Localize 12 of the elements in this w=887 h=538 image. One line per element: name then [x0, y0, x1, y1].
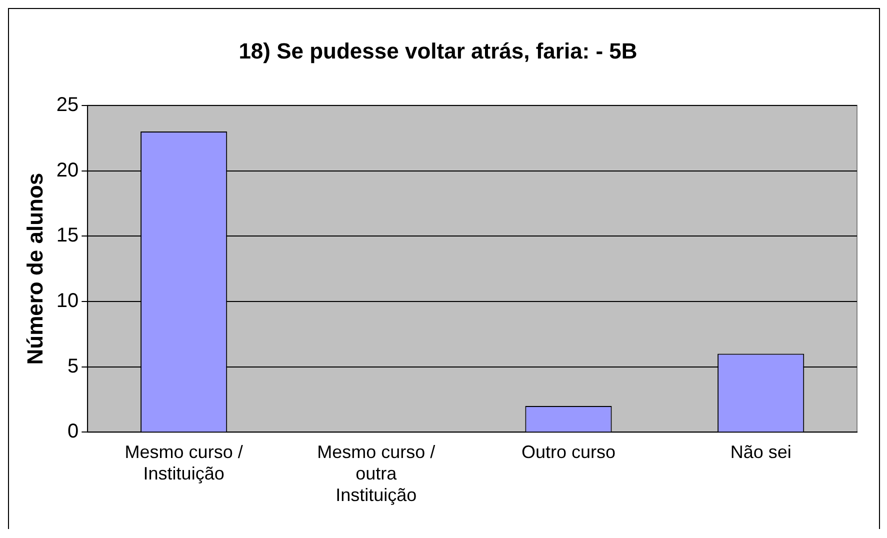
- x-tick-label: Mesmo curso / outra Instituição: [317, 442, 436, 506]
- y-tick-label: 25: [56, 94, 79, 116]
- x-tick-label: Não sei: [730, 442, 792, 462]
- chart-title: 18) Se pudesse voltar atrás, faria: - 5B: [238, 38, 638, 64]
- x-tick-label: Outro curso: [521, 442, 616, 462]
- y-tick-label: 0: [68, 420, 79, 443]
- x-tick-label: Mesmo curso / Instituição: [124, 442, 243, 484]
- y-tick-label: 20: [56, 159, 79, 182]
- y-tick-label: 10: [56, 290, 79, 312]
- y-tick-label: 5: [68, 355, 79, 378]
- y-tick-label: 15: [56, 224, 79, 247]
- y-axis-title: Número de alunos: [22, 172, 48, 365]
